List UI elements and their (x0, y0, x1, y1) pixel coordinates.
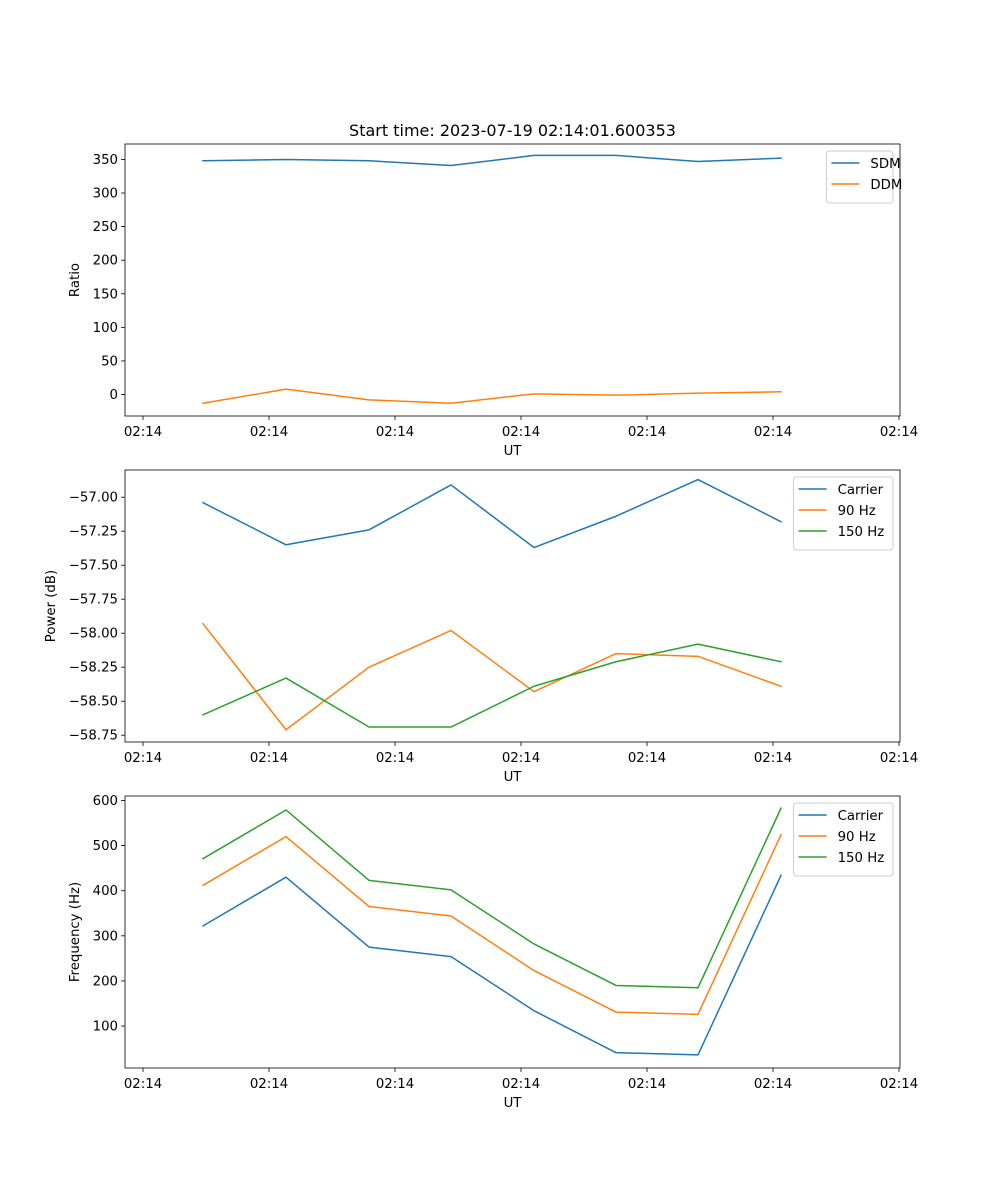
series-line-carrier (201, 478, 783, 549)
y-tick-label: 300 (93, 187, 118, 202)
legend-label: 150 Hz (838, 851, 885, 866)
y-axis-label: Ratio (68, 263, 83, 297)
x-tick-label: 02:14 (754, 751, 792, 766)
y-tick-label: 500 (93, 839, 118, 854)
y-tick-label: 400 (93, 884, 118, 899)
x-axis-label: UT (504, 444, 523, 459)
x-tick-label: 02:14 (124, 751, 162, 766)
legend-label: Carrier (838, 483, 884, 498)
legend-label: SDM (870, 157, 900, 172)
chart-panel-2: −58.75 −58.50 −58.25 −58.00 −57.75 −57.50 −57.… (44, 469, 918, 785)
x-tick-label: 02:14 (628, 1077, 666, 1092)
series-line-carrier (201, 874, 782, 1056)
series-line-90-hz (201, 833, 782, 1016)
plot-frame (124, 143, 901, 417)
y-tick-label: −58.25 (69, 661, 118, 676)
y-axis-label: Frequency (Hz) (68, 882, 83, 982)
y-tick-label: 200 (93, 974, 118, 989)
x-tick-label: 02:14 (376, 1077, 414, 1092)
x-tick-label: 02:14 (880, 751, 918, 766)
x-tick-label: 02:14 (376, 425, 414, 440)
legend-box (825, 150, 894, 204)
y-axis-label: Power (dB) (44, 570, 59, 642)
series-line-90-hz (201, 622, 782, 731)
y-tick-label: −58.50 (69, 695, 118, 710)
series-line-ddm (202, 388, 782, 405)
plot-frame (124, 795, 901, 1069)
x-tick-label: 02:14 (628, 751, 666, 766)
x-tick-label: 02:14 (502, 425, 540, 440)
x-tick-label: 02:14 (502, 1077, 540, 1092)
y-tick-label: −57.25 (69, 525, 118, 540)
legend: SDM DDM (825, 150, 902, 204)
y-tick-label: −57.00 (69, 491, 118, 506)
legend: Carrier 90 Hz 150 Hz (793, 476, 894, 551)
y-tick-label: 100 (93, 321, 118, 336)
y-tick-label: 350 (93, 153, 118, 168)
legend-label: Carrier (838, 809, 884, 824)
y-tick-label: 0 (110, 388, 118, 403)
y-tick-label: 50 (101, 354, 118, 369)
series-line-150-hz (202, 643, 782, 728)
plot-frame (124, 469, 901, 743)
legend-label: 90 Hz (838, 830, 876, 845)
chart-panel-1: Start time: 2023-07-19 02:14:01.600353 0 5… (68, 121, 918, 459)
x-tick-label: 02:14 (124, 1077, 162, 1092)
y-tick-label: 150 (93, 287, 118, 302)
y-tick-label: −58.00 (69, 627, 118, 642)
x-tick-label: 02:14 (250, 425, 288, 440)
x-axis-label: UT (504, 1096, 523, 1111)
series-line-150-hz (201, 807, 782, 989)
x-tick-label: 02:14 (376, 751, 414, 766)
y-tick-label: −58.75 (69, 729, 118, 744)
x-tick-label: 02:14 (250, 1077, 288, 1092)
series-line-sdm (202, 154, 782, 167)
legend-label: DDM (870, 178, 902, 193)
x-tick-label: 02:14 (754, 425, 792, 440)
chart-title: Start time: 2023-07-19 02:14:01.600353 (349, 121, 676, 140)
x-tick-label: 02:14 (628, 425, 666, 440)
y-tick-label: −57.75 (69, 593, 118, 608)
legend: Carrier 90 Hz 150 Hz (793, 802, 894, 877)
legend-label: 90 Hz (838, 504, 876, 519)
y-tick-label: −57.50 (69, 559, 118, 574)
legend-label: 150 Hz (838, 525, 885, 540)
x-tick-label: 02:14 (250, 751, 288, 766)
x-tick-label: 02:14 (880, 425, 918, 440)
x-tick-label: 02:14 (502, 751, 540, 766)
chart-panel-3: 100 200 300 400 500 600 02:14 02:14 02:14 02:14 02… (68, 794, 918, 1111)
y-tick-label: 200 (93, 254, 118, 269)
y-tick-label: 300 (93, 929, 118, 944)
x-tick-label: 02:14 (124, 425, 162, 440)
x-axis-label: UT (504, 770, 523, 785)
x-tick-label: 02:14 (754, 1077, 792, 1092)
y-tick-label: 600 (93, 794, 118, 809)
y-tick-label: 250 (93, 220, 118, 235)
y-tick-label: 100 (93, 1020, 118, 1035)
x-tick-label: 02:14 (880, 1077, 918, 1092)
